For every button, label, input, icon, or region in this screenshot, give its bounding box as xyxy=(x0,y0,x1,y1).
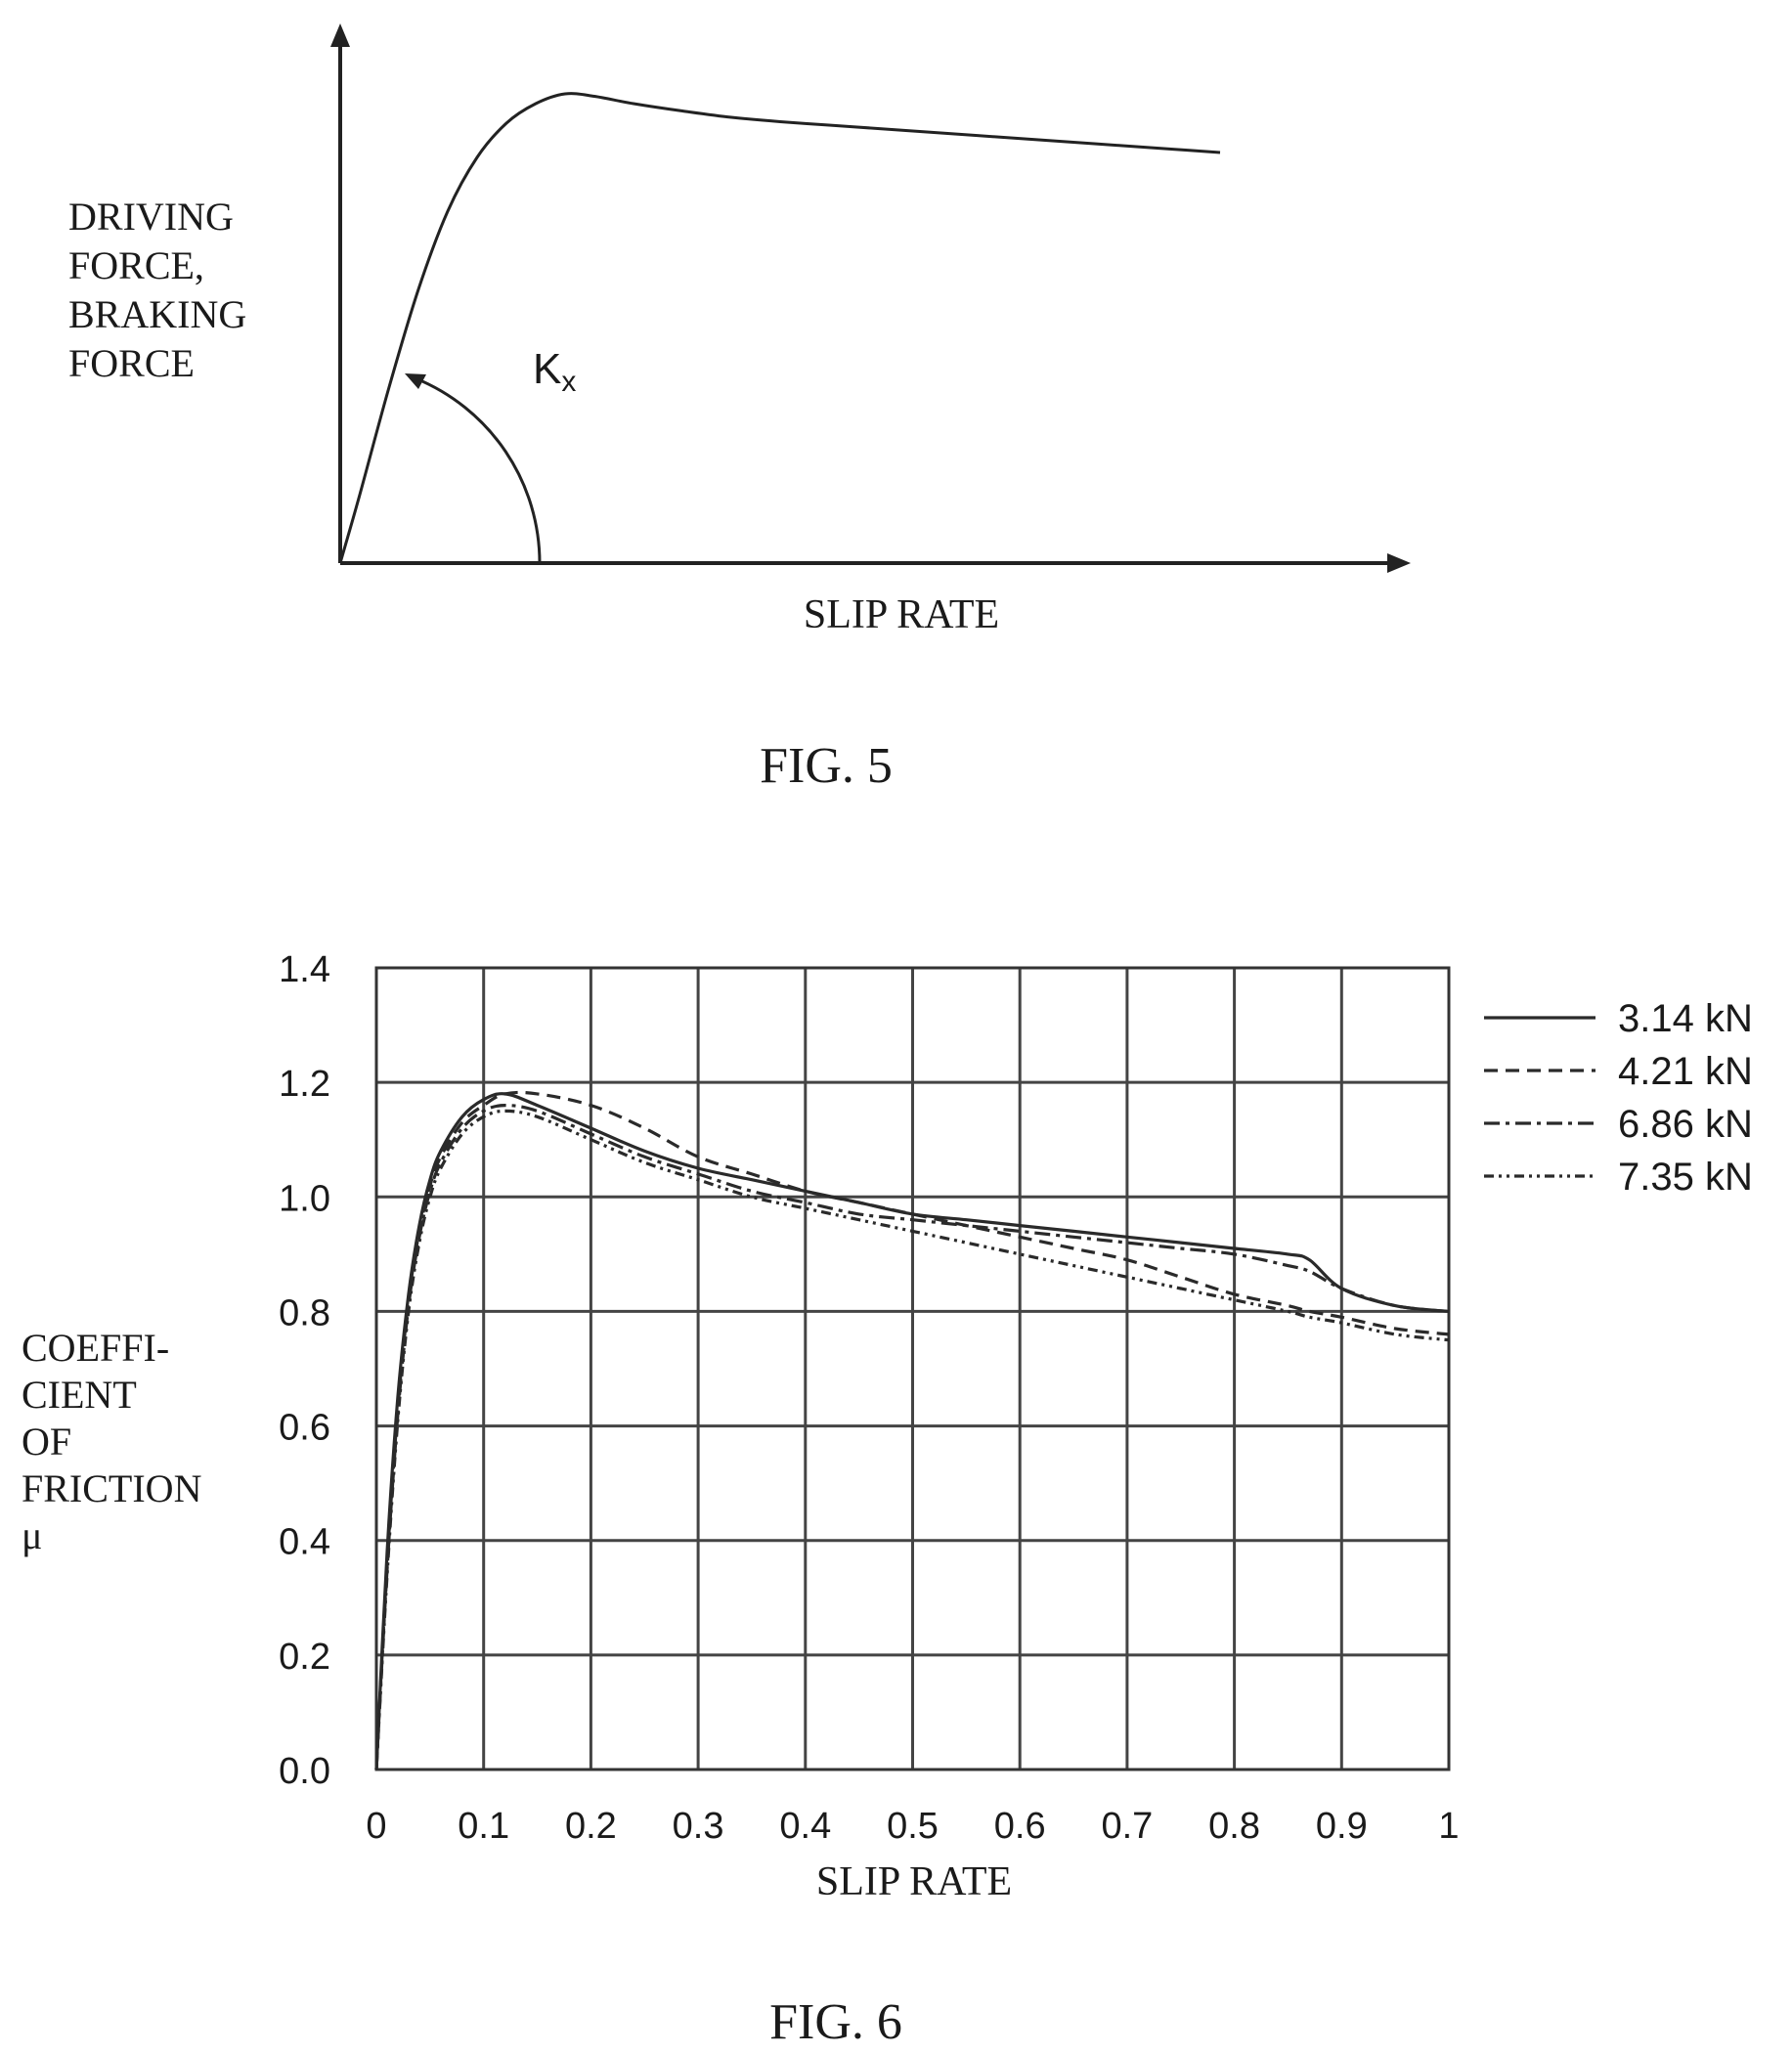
fig6-x-tick-label: 0.5 xyxy=(887,1806,939,1847)
fig5-kx-label: Kx xyxy=(533,345,576,398)
fig6-chart: 0.00.20.40.60.81.01.21.4 0 0.1 0.2 0.3 0.4 0.… xyxy=(22,949,1753,2050)
fig6-x-tick-label: 0 xyxy=(366,1806,386,1847)
fig6-x-tick-label: 0.8 xyxy=(1208,1806,1260,1847)
fig5-ylabel-line-2: FORCE, xyxy=(68,243,204,287)
fig6-series-line-2 xyxy=(374,1090,1450,1770)
fig6-legend: 3.14 kN 4.21 kN 6.86 kN 7.35 kN xyxy=(1484,997,1753,1199)
fig5-ylabel-line-3: BRAKING xyxy=(68,292,246,336)
fig6-x-tick-label: 0.2 xyxy=(565,1806,617,1847)
fig6-caption: FIG. 6 xyxy=(769,1994,902,2050)
fig5-ylabel-line-1: DRIVING xyxy=(68,195,234,239)
fig6-x-tick-label: 0.6 xyxy=(994,1806,1046,1847)
fig6-ylabel-line-2: CIENT xyxy=(22,1373,137,1417)
fig6-gridlines xyxy=(374,966,1451,1771)
fig6-x-axis-label: SLIP RATE xyxy=(816,1859,1012,1904)
fig6-y-axis-label: COEFFI- CIENT OF FRICTION μ xyxy=(22,1326,201,1557)
fig5-force-curve xyxy=(338,92,1221,564)
fig6-x-tick-label: 0.3 xyxy=(673,1806,724,1847)
fig6-legend-label-2: 4.21 kN xyxy=(1618,1050,1753,1093)
fig6-legend-label-1: 3.14 kN xyxy=(1618,997,1753,1040)
fig6-ylabel-line-5: μ xyxy=(22,1513,42,1557)
fig5-ylabel-line-4: FORCE xyxy=(68,341,195,385)
fig6-y-tick-label: 0.2 xyxy=(279,1637,330,1678)
fig6-y-tick-label: 0.8 xyxy=(279,1292,330,1333)
fig6-x-tick-label: 0.1 xyxy=(458,1806,509,1847)
fig6-plot-frame xyxy=(374,966,1451,1771)
fig6-y-tick-label: 0.0 xyxy=(279,1751,330,1792)
fig6-series-group xyxy=(374,1090,1450,1770)
fig6-y-tick-label: 1.0 xyxy=(279,1178,330,1219)
fig6-legend-label-3: 6.86 kN xyxy=(1618,1103,1753,1146)
fig6-y-tick-label: 1.2 xyxy=(279,1064,330,1105)
fig6-x-tick-labels: 0 0.1 0.2 0.3 0.4 0.5 0.6 0.7 0.8 0.9 1 xyxy=(366,1806,1459,1847)
fig6-x-tick-label: 0.4 xyxy=(779,1806,831,1847)
fig6-y-tick-labels: 0.0 0.2 0.4 0.6 0.8 1.0 1.2 1.4 xyxy=(279,949,330,1792)
fig5-y-axis-arrowhead xyxy=(330,23,350,47)
fig6-ylabel-line-3: OF xyxy=(22,1420,71,1464)
fig5-y-axis-label: DRIVING FORCE, BRAKING FORCE xyxy=(68,195,246,385)
fig6-series-line-4 xyxy=(374,1109,1450,1770)
fig5-kx-arrowhead xyxy=(405,373,426,389)
fig6-x-tick-label: 0.7 xyxy=(1101,1806,1153,1847)
fig5-x-axis-label: SLIP RATE xyxy=(804,592,999,637)
fig6-y-tick-label: 0.6 xyxy=(279,1408,330,1449)
fig6-legend-label-4: 7.35 kN xyxy=(1618,1156,1753,1199)
fig5-x-axis-arrowhead xyxy=(1387,553,1411,573)
fig5-caption: FIG. 5 xyxy=(760,738,893,794)
fig5-chart: DRIVING FORCE, BRAKING FORCE Kx SLIP RAT… xyxy=(68,23,1411,794)
fig6-y-tick-label: 0.4 xyxy=(279,1522,330,1563)
fig6-ylabel-line-4: FRICTION xyxy=(22,1466,201,1510)
fig5-kx-arc xyxy=(415,376,542,564)
fig6-x-tick-label: 1 xyxy=(1438,1806,1459,1847)
fig6-y-tick-label: 1.4 xyxy=(279,949,330,990)
fig6-ylabel-line-1: COEFFI- xyxy=(22,1326,169,1370)
fig6-x-tick-label: 0.9 xyxy=(1316,1806,1368,1847)
